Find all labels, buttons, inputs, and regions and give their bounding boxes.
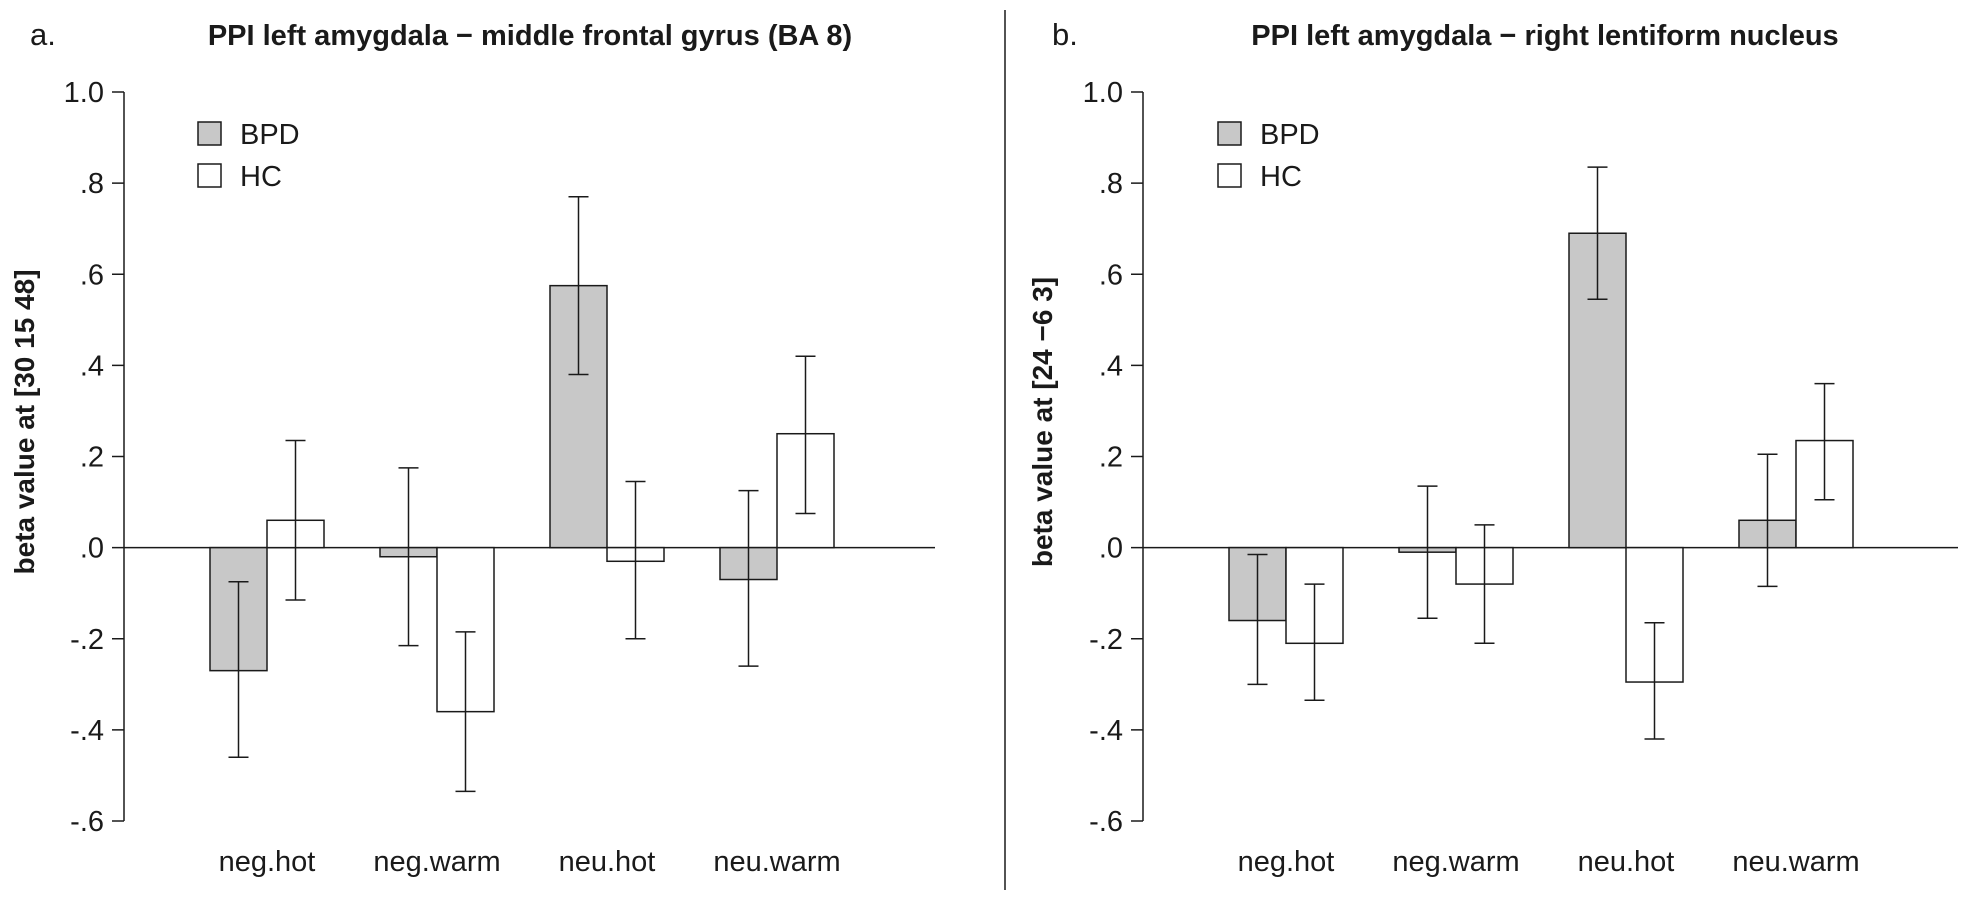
y-tick-label: -.2 [70,624,104,656]
y-tick-label: .2 [1099,442,1123,474]
legend-swatch-bpd [1217,121,1242,146]
y-tick-label: .4 [1099,350,1123,382]
x-category-label: neg.warm [1392,846,1519,878]
x-category-label: neu.hot [1578,846,1675,878]
y-tick-label: .4 [80,350,104,382]
x-category-label: neg.warm [373,846,500,878]
y-axis-label: beta value at [24 −6 3] [1027,277,1058,567]
x-category-label: neu.hot [559,846,656,878]
y-tick-label: .0 [1099,533,1123,565]
y-tick-label: 1.0 [1083,77,1123,109]
y-tick-label: .6 [80,259,104,291]
legend-label-bpd: BPD [240,119,300,151]
y-tick-label: .2 [80,442,104,474]
y-tick-label: -.6 [70,806,104,838]
chart-title: PPI left amygdala − middle frontal gyrus… [208,20,852,52]
y-tick-label: -.4 [70,715,104,747]
x-category-label: neu.warm [1732,846,1859,878]
y-tick-label: -.4 [1089,715,1123,747]
y-tick-label: .0 [80,533,104,565]
y-axis-label: beta value at [30 15 48] [9,269,40,574]
panel-a: a. PPI left amygdala − middle frontal gy… [9,17,935,878]
plot-area: 1.0 .8 .6 .4 .2 .0 -.2 -.4 -.6 neg.hot neg.warm neu… [64,77,935,878]
chart-title: PPI left amygdala − right lentiform nucl… [1251,20,1838,52]
panel-b: b. PPI left amygdala − right lentiform n… [1027,17,1958,878]
y-tick-label: 1.0 [64,77,104,109]
legend-swatch-bpd [197,121,222,146]
plot-area: 1.0 .8 .6 .4 .2 .0 -.2 -.4 -.6 neg.hot neg.warm neu… [1083,77,1958,878]
y-tick-label: -.6 [1089,806,1123,838]
legend-swatch-hc [1217,163,1242,188]
y-tick-label: .8 [80,168,104,200]
legend-swatch-hc [197,163,222,188]
x-category-label: neu.warm [713,846,840,878]
y-tick-label: .8 [1099,168,1123,200]
y-tick-label: -.2 [1089,624,1123,656]
x-category-label: neg.hot [1238,846,1335,878]
x-category-label: neg.hot [219,846,316,878]
y-tick-label: .6 [1099,259,1123,291]
panel-label: a. [30,17,56,52]
legend-label-bpd: BPD [1260,119,1320,151]
legend-label-hc: HC [1260,161,1302,193]
legend-label-hc: HC [240,161,282,193]
panel-label: b. [1052,17,1078,52]
